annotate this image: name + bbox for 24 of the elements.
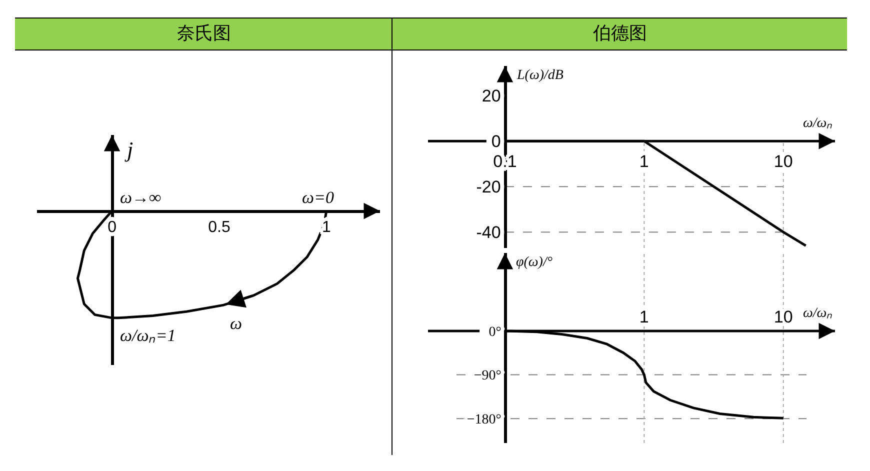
y-tick-label: −90° — [474, 368, 502, 384]
x-tick-label: 10 — [774, 152, 793, 172]
annotation: ω — [230, 314, 242, 333]
y-axis-title: L(ω)/dB — [516, 68, 564, 83]
x-tick-label: 0.5 — [208, 218, 230, 236]
annotation: ω=0 — [302, 188, 334, 207]
x-axis-title: ω/ωₙ — [803, 306, 833, 321]
y-axis-title: φ(ω)/° — [516, 255, 553, 270]
y-tick-label: 0 — [491, 132, 501, 152]
chart-title: 伯德图 — [592, 23, 647, 44]
annotation: ω/ωₙ=1 — [120, 326, 176, 345]
y-tick-label: -40 — [476, 223, 501, 242]
y-tick-label: 20 — [482, 86, 501, 106]
x-tick-label: 1 — [639, 308, 649, 327]
y-tick-label: -20 — [476, 178, 501, 197]
x-tick-label: 10 — [774, 308, 793, 327]
y-tick-label: −180° — [466, 412, 502, 428]
x-axis-title: ω/ωₙ — [803, 116, 833, 131]
annotation: ω→∞ — [120, 188, 162, 207]
chart-title: 奈氏图 — [177, 23, 231, 44]
y-tick-label: 0° — [488, 324, 502, 340]
x-tick-label: 1 — [639, 152, 649, 172]
y-axis-title: j — [124, 137, 134, 162]
x-tick-label: 1 — [322, 218, 331, 236]
